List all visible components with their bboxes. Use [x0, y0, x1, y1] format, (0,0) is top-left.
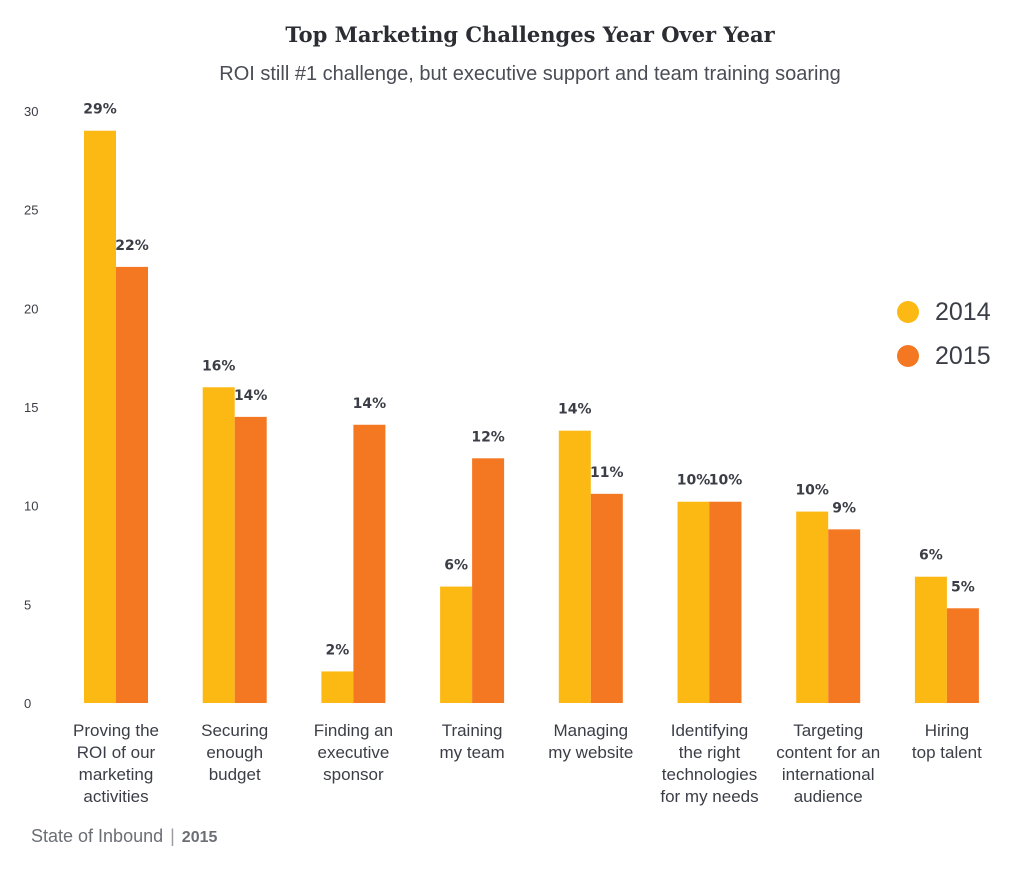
data-label: 10% [677, 473, 711, 489]
bar-2015-2 [353, 424, 386, 703]
category-label-line: my team [440, 743, 505, 762]
bar-2014-5 [677, 501, 710, 703]
legend-label-2015: 2015 [935, 341, 991, 370]
y-tick-label: 10 [24, 499, 38, 514]
category-label-line: activities [83, 787, 148, 806]
bar-2014-6 [796, 511, 829, 703]
category-label-line: Securing [201, 721, 268, 740]
y-tick-label: 20 [24, 301, 38, 316]
data-label: 10% [709, 473, 743, 489]
category-label: Hiring top talent [912, 721, 982, 762]
category-label: Finding an executive sponsor [314, 721, 393, 784]
bar-2015-7 [946, 608, 979, 703]
category-label-line: executive [317, 743, 389, 762]
category-label: Training my team [440, 721, 505, 762]
category-label-line: for my needs [660, 787, 758, 806]
category-label-line: Targeting [793, 721, 863, 740]
category-label-line: marketing [79, 765, 154, 784]
data-label: 12% [471, 429, 505, 445]
category-label: Targeting content for an international audi… [776, 721, 880, 806]
data-label: 10% [795, 483, 829, 499]
category-label-line: content for an [776, 743, 880, 762]
chart-title: Top Marketing Challenges Year Over Year [285, 22, 775, 47]
data-label: 16% [202, 358, 236, 374]
data-label: 11% [590, 465, 624, 481]
data-label: 6% [444, 558, 468, 574]
y-tick-label: 15 [24, 400, 38, 415]
category-label-line: Hiring [925, 721, 969, 740]
bar-2015-6 [828, 529, 861, 703]
bar-2014-0 [84, 130, 116, 703]
data-label: 22% [115, 238, 149, 254]
data-label: 14% [558, 402, 592, 418]
category-label: Identifying the right technologies for my n… [660, 721, 758, 806]
bar-2015-4 [590, 493, 623, 703]
bar-2015-1 [234, 416, 267, 703]
legend-swatch-2015 [897, 345, 919, 367]
legend-item-2014: 2014 [897, 290, 991, 334]
y-tick-label: 5 [24, 597, 31, 612]
category-label: Managing my website [548, 721, 633, 762]
data-label: 5% [951, 579, 975, 595]
category-label-line: sponsor [323, 765, 384, 784]
category-label-line: my website [548, 743, 633, 762]
category-label-line: budget [209, 765, 261, 784]
category-label-line: top talent [912, 743, 982, 762]
legend-label-2014: 2014 [935, 297, 991, 326]
bar-2014-2 [321, 671, 354, 703]
legend-item-2015: 2015 [897, 334, 991, 378]
category-label-line: Proving the [73, 721, 159, 740]
footer-separator: | [170, 826, 175, 846]
bar-2014-3 [440, 586, 473, 703]
bar-2015-0 [116, 266, 148, 703]
bar-2015-5 [709, 501, 742, 703]
category-label-line: technologies [662, 765, 757, 784]
data-label: 2% [326, 642, 350, 658]
y-tick-label: 0 [24, 696, 31, 711]
data-label: 9% [832, 500, 856, 516]
category-label-line: Identifying [671, 721, 749, 740]
y-tick-label: 30 [24, 104, 38, 119]
category-label: Proving the ROI of our marketing activities [73, 721, 159, 806]
legend: 2014 2015 [897, 290, 991, 378]
bar-2014-1 [202, 387, 235, 703]
category-label-line: international [782, 765, 875, 784]
category-label-line: Training [442, 721, 503, 740]
data-label: 14% [234, 388, 268, 404]
bar-2014-7 [914, 576, 947, 703]
bar-2015-3 [472, 458, 505, 703]
footer: State of Inbound | 2015 [31, 826, 217, 847]
footer-source: State of Inbound [31, 826, 164, 846]
category-label-line: Finding an [314, 721, 393, 740]
category-label-line: the right [679, 743, 741, 762]
chart-subtitle: ROI still #1 challenge, but executive su… [219, 63, 841, 85]
y-tick-label: 25 [24, 203, 38, 218]
data-label: 14% [353, 396, 387, 412]
category-label-line: enough [206, 743, 263, 762]
legend-swatch-2014 [897, 301, 919, 323]
data-label: 29% [83, 102, 117, 118]
category-label: Securing enough budget [201, 721, 268, 784]
bar-2014-4 [558, 430, 591, 703]
category-label-line: Managing [553, 721, 628, 740]
footer-year: 2015 [181, 829, 218, 846]
category-label-line: audience [794, 787, 863, 806]
category-label-line: ROI of our [77, 743, 156, 762]
data-label: 6% [919, 548, 943, 564]
